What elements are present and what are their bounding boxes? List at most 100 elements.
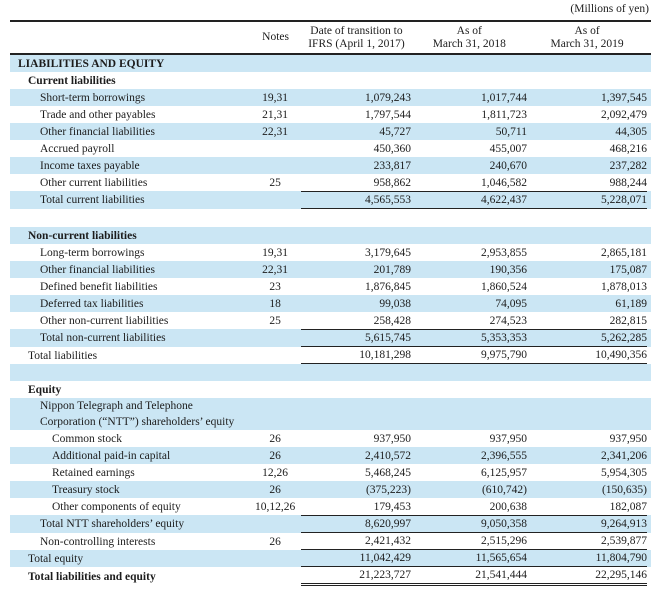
- row-value-col1: 4,565,553: [365, 194, 411, 206]
- row-label: Nippon Telegraph and Telephone Corporatio…: [10, 398, 249, 430]
- row-value-col3: 5,954,305: [601, 466, 647, 479]
- row-value-col1: 1,797,544: [365, 108, 411, 121]
- row-label: Long-term borrowings: [10, 245, 249, 261]
- row-label: LIABILITIES AND EQUITY: [10, 56, 249, 72]
- row-values: 2,421,432 2,515,296 2,539,877: [301, 533, 647, 550]
- row-label: Additional paid-in capital: [10, 448, 249, 464]
- row-values: 201,789 190,356 175,087: [301, 261, 647, 278]
- table-row: Total liabilities and equity 21,223,727 21…: [10, 567, 651, 586]
- row-value-col2: 455,007: [489, 142, 527, 155]
- row-value-col1: 3,179,645: [365, 246, 411, 259]
- row-values: 450,360 455,007 468,216: [301, 140, 647, 157]
- row-notes: 21,31: [262, 108, 289, 121]
- table-row: Total current liabilities 4,565,553 4,622,…: [10, 191, 651, 209]
- row-value-col1: 1,876,845: [365, 280, 411, 293]
- row-label: Current liabilities: [10, 73, 249, 89]
- row-value-col1: 11,042,429: [359, 552, 411, 564]
- table-row: Other financial liabilities 22,31 201,789 1…: [10, 261, 651, 278]
- row-notes: 26: [269, 483, 281, 496]
- table-body: LIABILITIES AND EQUITY Current liabilitie…: [10, 55, 651, 586]
- row-value-col3: 182,087: [609, 500, 647, 513]
- row-value-col1: 2,421,432: [365, 535, 411, 547]
- row-value-col3: 2,092,479: [601, 108, 647, 121]
- row-value-col1: 99,038: [379, 297, 411, 310]
- row-value-col1: 258,428: [373, 314, 411, 327]
- row-label: Defined benefit liabilities: [10, 279, 249, 295]
- row-value-col1: 45,727: [379, 125, 411, 138]
- row-value-col1: 10,181,298: [359, 349, 411, 361]
- row-label-line: Short-term borrowings: [40, 91, 146, 104]
- header-col2-line2: March 31, 2018: [432, 37, 506, 50]
- row-value-col3: 468,216: [609, 142, 647, 155]
- row-value-col1: 937,950: [373, 432, 411, 445]
- row-label: Non-controlling interests: [10, 534, 249, 550]
- row-values: 1,797,544 1,811,723 2,092,479: [301, 106, 647, 123]
- row-values: 258,428 274,523 282,815: [301, 312, 647, 329]
- table-row: Other components of equity 10,12,26 179,45…: [10, 498, 651, 515]
- row-label: Total liabilities: [10, 348, 249, 364]
- table-header-row: Notes Date of transition to IFRS (April …: [10, 20, 651, 55]
- row-label-line: Other components of equity: [52, 500, 181, 513]
- table-row: Other current liabilities 25 958,862 1,046,…: [10, 174, 651, 191]
- row-value-col3: 10,490,356: [595, 349, 647, 361]
- row-values: 233,817 240,670 237,282: [301, 157, 647, 174]
- row-notes: 23: [269, 280, 281, 293]
- table-row: Common stock 26 937,950 937,950 937,950: [10, 430, 651, 447]
- row-label: Accrued payroll: [10, 141, 249, 157]
- spacer-row: [10, 364, 651, 381]
- row-value-col1: 201,789: [373, 263, 411, 276]
- header-col-march-2019: As of March 31, 2019: [527, 25, 647, 50]
- row-notes: 26: [269, 432, 281, 445]
- row-values: [301, 227, 647, 244]
- table-row: Accrued payroll 450,360 455,007 468,216: [10, 140, 651, 157]
- table-row: Nippon Telegraph and Telephone Corporatio…: [10, 398, 651, 430]
- table-row: Defined benefit liabilities 23 1,876,845 1,…: [10, 278, 651, 295]
- row-label-line: Additional paid-in capital: [52, 449, 171, 462]
- spacer-row: [10, 209, 651, 227]
- row-label: Deferred tax liabilities: [10, 296, 249, 312]
- row-value-col3: 44,305: [615, 125, 647, 138]
- row-value-col2: 1,860,524: [481, 280, 527, 293]
- table-row: Non-controlling interests 26 2,421,432 2,51…: [10, 533, 651, 550]
- row-label: Total equity: [10, 551, 249, 567]
- row-value-col3: 988,244: [609, 176, 647, 189]
- row-label-line: Long-term borrowings: [40, 246, 145, 259]
- row-values: 937,950 937,950 937,950: [301, 430, 647, 447]
- table-row: Additional paid-in capital 26 2,410,572 2,3…: [10, 447, 651, 464]
- row-value-col3: 2,865,181: [601, 246, 647, 259]
- row-label: Other non-current liabilities: [10, 313, 249, 329]
- row-label-line: Total equity: [28, 552, 84, 565]
- row-label-line: Total NTT shareholders’ equity: [40, 518, 185, 530]
- row-value-col1: 179,453: [373, 500, 411, 513]
- row-value-col3: 9,264,913: [601, 518, 647, 530]
- row-label-line: Total current liabilities: [40, 194, 145, 206]
- row-label-line: Accrued payroll: [40, 142, 115, 155]
- row-value-col3: 11,804,790: [595, 552, 647, 564]
- row-values: 4,565,553 4,622,437 5,228,071: [301, 191, 647, 209]
- row-label-line: Non-current liabilities: [28, 229, 137, 242]
- row-value-col1: 8,620,997: [365, 518, 411, 530]
- row-label: Short-term borrowings: [10, 90, 249, 106]
- row-values: 10,181,298 9,975,790 10,490,356: [301, 347, 647, 364]
- row-label: Other financial liabilities: [10, 262, 249, 278]
- row-value-col1: 5,468,245: [365, 466, 411, 479]
- row-label-line: Retained earnings: [52, 466, 135, 479]
- row-label-line: Corporation (“NTT”) shareholders’ equity: [40, 416, 235, 428]
- row-label-line: Other financial liabilities: [40, 263, 155, 276]
- row-values: 1,079,243 1,017,744 1,397,545: [301, 89, 647, 106]
- header-col-march-2018: As of March 31, 2018: [411, 25, 527, 50]
- row-label: Other current liabilities: [10, 175, 249, 191]
- row-notes: 22,31: [262, 125, 289, 138]
- row-value-col2: 2,515,296: [481, 535, 527, 547]
- table-row: Equity: [10, 381, 651, 398]
- row-values: 958,862 1,046,582 988,244: [301, 174, 647, 191]
- table-row: LIABILITIES AND EQUITY: [10, 55, 651, 72]
- row-label: Other financial liabilities: [10, 124, 249, 140]
- row-label-line: Equity: [28, 383, 62, 396]
- row-value-col3: 22,295,146: [595, 569, 647, 581]
- row-value-col1: 233,817: [373, 159, 411, 172]
- row-label-line: Income taxes payable: [40, 159, 140, 172]
- row-values: 3,179,645 2,953,855 2,865,181: [301, 244, 647, 261]
- row-values: [301, 398, 647, 430]
- row-label-line: Trade and other payables: [40, 108, 156, 121]
